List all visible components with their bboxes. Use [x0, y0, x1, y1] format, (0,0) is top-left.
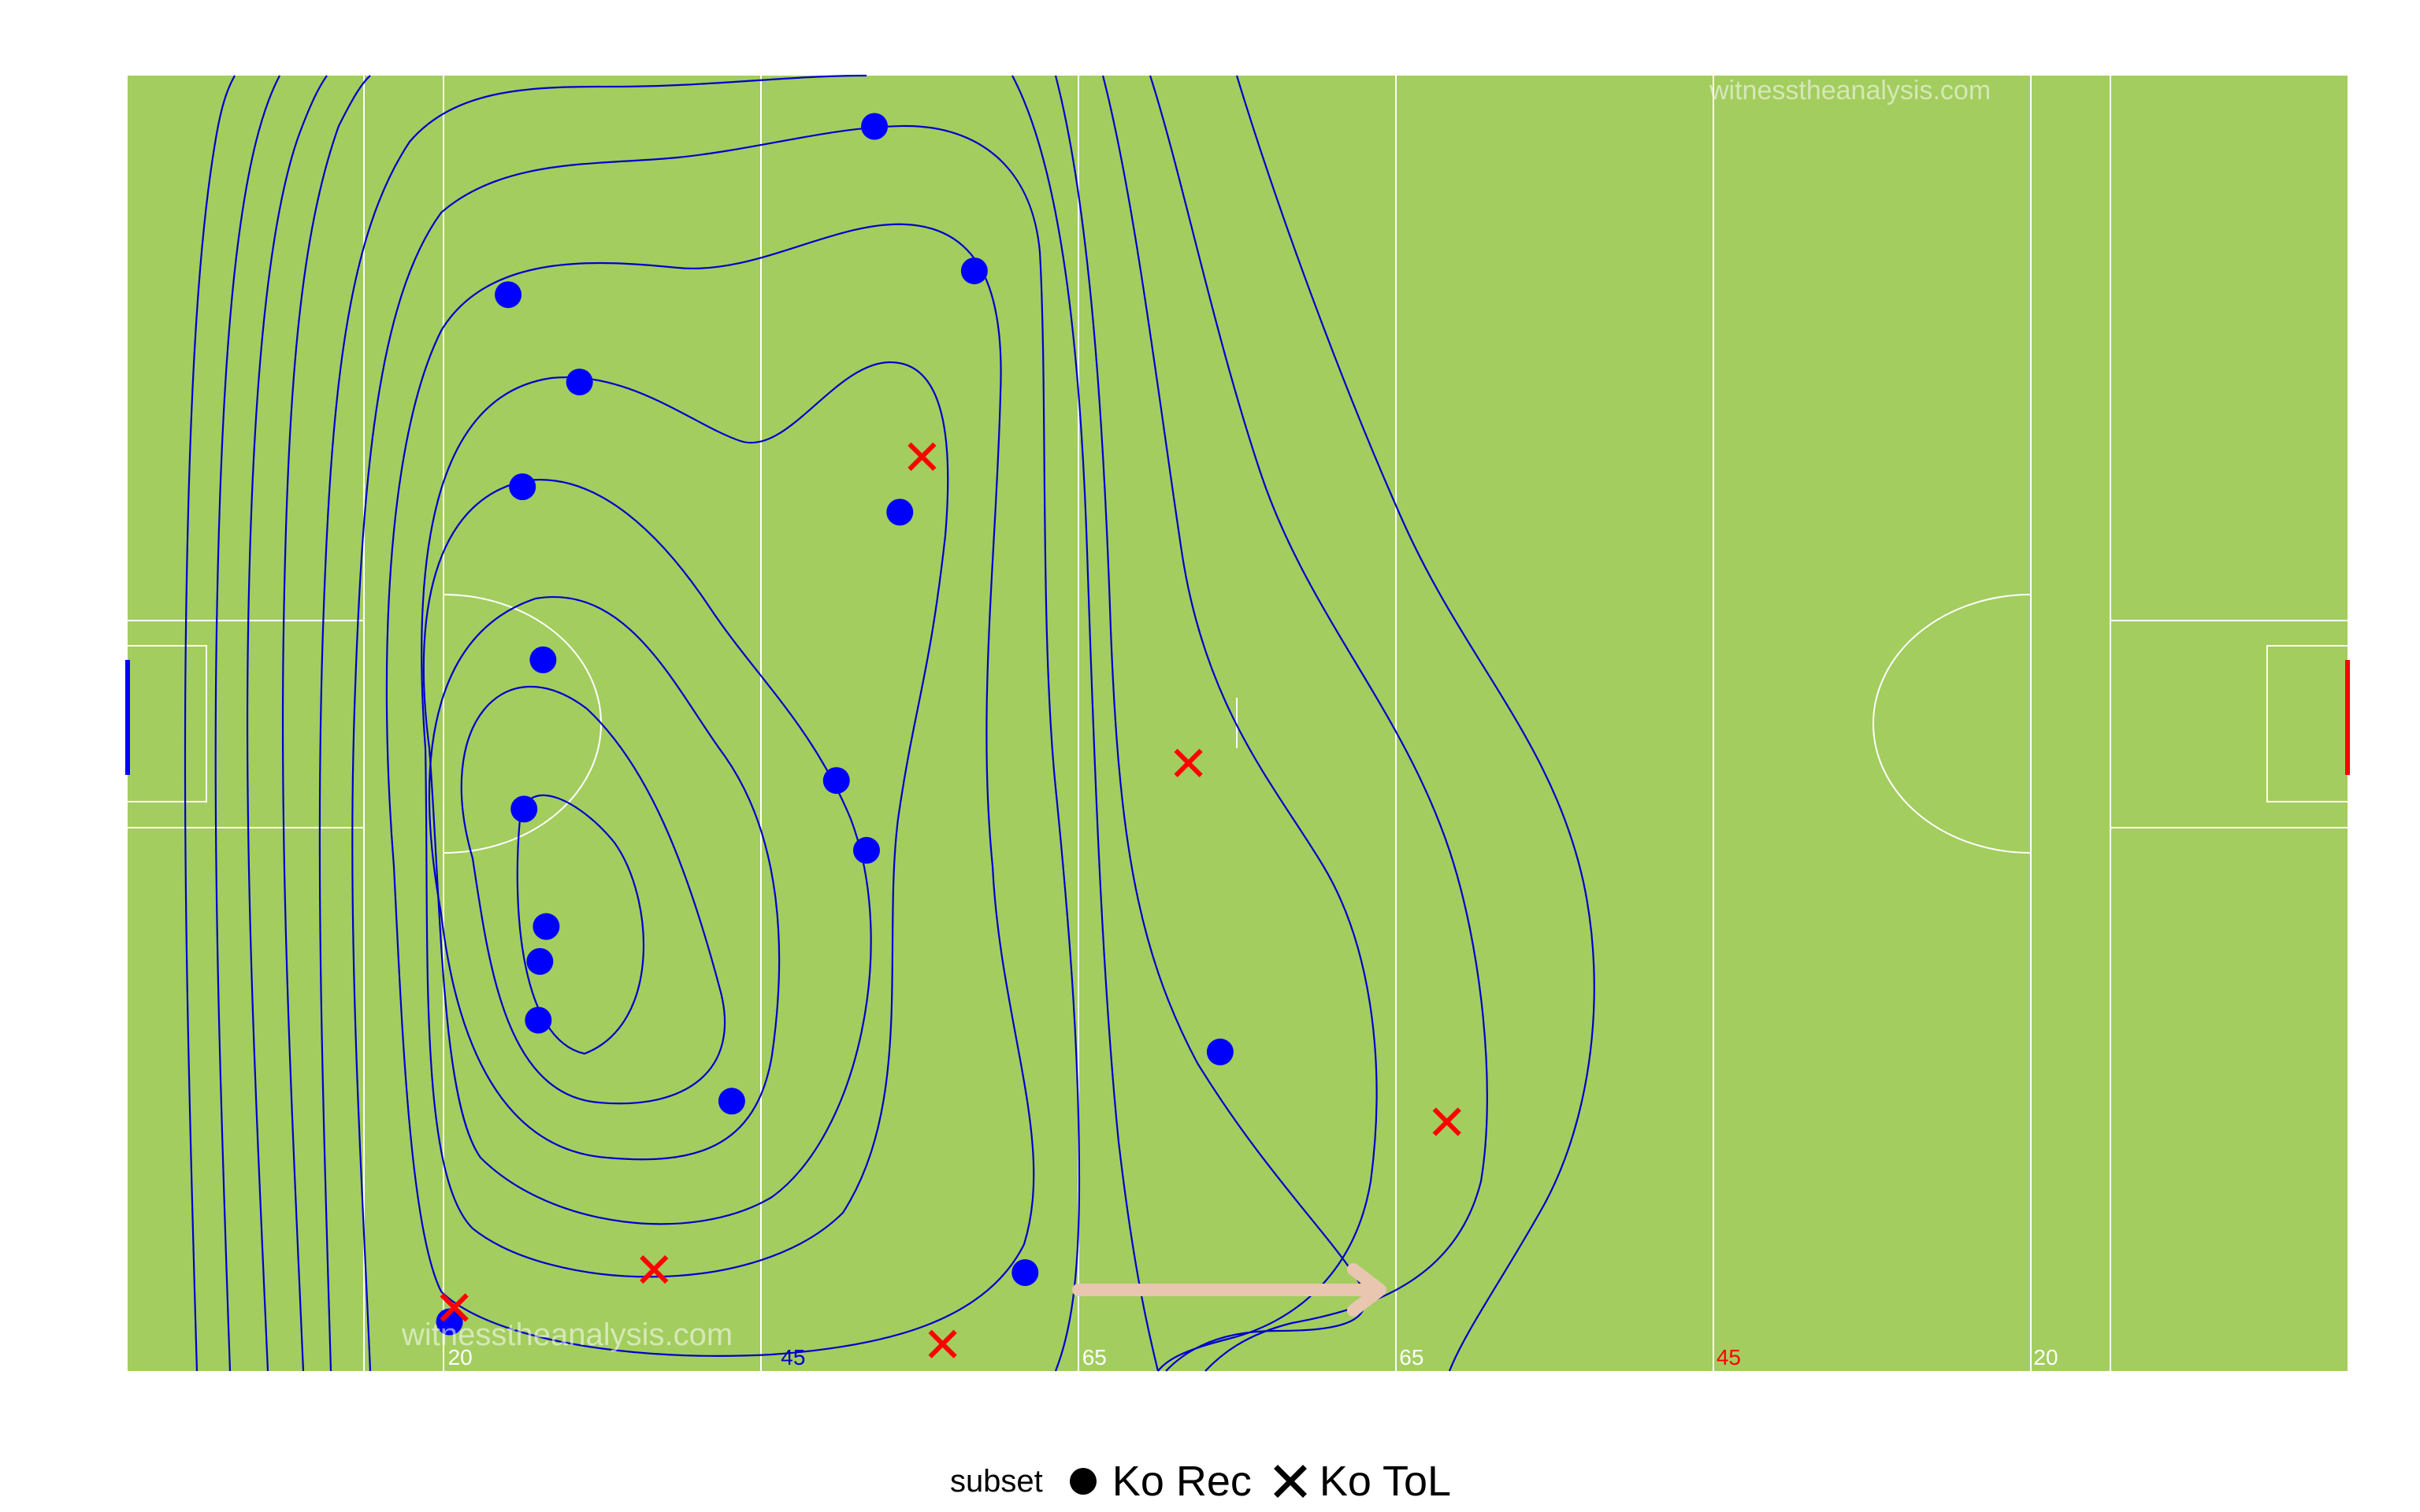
contour-6 — [385, 223, 1035, 1357]
pitch-markings — [128, 76, 2348, 1371]
right-small-rectangle — [2266, 645, 2348, 802]
ko-tol-point-4 — [440, 1293, 469, 1322]
contour-8 — [318, 74, 1160, 1372]
ko-tol-point-5 — [928, 1329, 957, 1358]
left-goal-marker — [125, 660, 130, 775]
contour-9 — [281, 75, 1366, 1372]
pitch-label-3: 65 — [1399, 1345, 1423, 1369]
ko-rec-point-6 — [529, 646, 557, 673]
ko-tol-point-2 — [1432, 1107, 1461, 1136]
ko-rec-point-0 — [861, 113, 889, 140]
contour-10 — [246, 75, 1378, 1372]
left-small-rectangle — [128, 645, 207, 802]
ko-rec-point-16 — [436, 1308, 463, 1336]
ko-rec-point-4 — [509, 473, 536, 501]
contour-2 — [460, 685, 726, 1105]
ko-rec-point-3 — [566, 369, 593, 396]
contour-7 — [351, 124, 1081, 1372]
ko-rec-point-1 — [960, 257, 988, 284]
contour-11 — [214, 75, 1488, 1372]
contour-1 — [516, 794, 645, 1055]
direction-arrow-head — [1347, 1263, 1386, 1317]
ko-rec-point-8 — [510, 795, 538, 823]
legend-item-ko-rec: Ko Rec — [1063, 1457, 1252, 1506]
contour-3 — [428, 596, 781, 1161]
ko-rec-point-7 — [822, 767, 850, 795]
pitch-distance-labels: 20 45 65 65 45 20 — [448, 1345, 2058, 1369]
ko-tol-point-0 — [908, 442, 937, 471]
legend: subset Ko Rec Ko ToL — [0, 1454, 2420, 1509]
ko-rec-point-14 — [718, 1088, 745, 1115]
pitch-label-2: 65 — [1082, 1345, 1107, 1369]
right-goal-marker — [2345, 660, 2350, 775]
ko-tol-point-3 — [640, 1254, 669, 1284]
pitch-label-5: 20 — [2033, 1345, 2058, 1369]
ko-rec-point-11 — [526, 947, 554, 975]
x-icon — [1273, 1465, 1307, 1498]
ko-rec-point-9 — [852, 836, 880, 864]
right-large-rectangle — [2110, 620, 2348, 828]
pitch-label-4: 45 — [1717, 1345, 1741, 1369]
circle-icon — [1069, 1468, 1097, 1495]
right-semicircle — [1873, 594, 2032, 854]
contour-5 — [421, 361, 949, 1278]
contour-12 — [184, 75, 1595, 1372]
legend-label-ko-rec: Ko Rec — [1112, 1458, 1252, 1505]
legend-title: subset — [949, 1463, 1043, 1499]
watermark-top: witnesstheanalysis.com — [1709, 76, 1991, 106]
density-contours — [184, 74, 1595, 1372]
ko-tol-point-1 — [1174, 748, 1203, 778]
legend-label-ko-tol: Ko ToL — [1319, 1458, 1452, 1505]
pitch-label-1: 45 — [781, 1345, 805, 1369]
ko-rec-point-5 — [886, 498, 914, 526]
ko-rec-point-13 — [1206, 1038, 1234, 1065]
pitch-label-0: 20 — [448, 1345, 473, 1369]
left-large-rectangle — [128, 620, 365, 828]
legend-item-ko-tol: Ko ToL — [1271, 1457, 1451, 1506]
ko-rec-point-12 — [525, 1006, 552, 1034]
watermark-bottom: witnesstheanalysis.com — [401, 1317, 733, 1352]
ko-rec-point-15 — [1011, 1259, 1039, 1287]
ko-rec-point-10 — [533, 913, 560, 940]
ko-rec-point-2 — [495, 281, 522, 309]
data-points — [436, 113, 1461, 1358]
